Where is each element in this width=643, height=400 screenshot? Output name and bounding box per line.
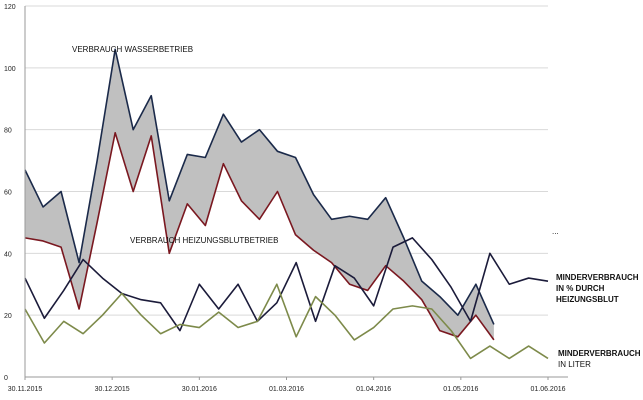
x-tick-label: 30.12.2015 — [95, 386, 130, 393]
legend-percent-line-1: MINDERVERBRAUCH — [556, 273, 639, 282]
y-tick-label: 0 — [4, 375, 8, 382]
series-line-0 — [24, 48, 495, 325]
x-axis-ticks: 30.11.2015 30.12.2015 30.01.2016 01.03.2016… — [8, 386, 566, 393]
annotation-heizungsblutbetrieb: VERBRAUCH HEIZUNGSBLUTBETRIEB — [130, 236, 278, 245]
series-line-2 — [24, 237, 549, 332]
x-tick-label: 01.04.2016 — [356, 386, 391, 393]
difference-band — [25, 49, 494, 340]
y-axis-ticks: 0 20 40 60 80 100 120 — [4, 4, 16, 382]
axes — [24, 6, 568, 380]
legend-percent-line-3: HEIZUNGSBLUT — [556, 295, 619, 304]
y-tick-label: 120 — [4, 4, 16, 11]
y-tick-label: 20 — [4, 313, 12, 320]
y-tick-label: 80 — [4, 128, 12, 135]
y-tick-label: 40 — [4, 251, 12, 258]
x-tick-label: 01.03.2016 — [269, 386, 304, 393]
annotation-wasserbetrieb: VERBRAUCH WASSERBETRIEB — [72, 45, 193, 54]
series-line-3 — [24, 283, 549, 360]
legend-liter-line-1: MINDERVERBRAUCH — [558, 349, 641, 358]
band-area — [25, 49, 494, 340]
chart-annotations: VERBRAUCH WASSERBETRIEB VERBRAUCH HEIZUN… — [72, 45, 641, 369]
x-tick-label: 01.05.2016 — [443, 386, 478, 393]
x-tick-label: 30.01.2016 — [182, 386, 217, 393]
x-tick-label: 01.06.2016 — [530, 386, 565, 393]
x-tick-label: 30.11.2015 — [8, 386, 43, 393]
stray-mark: ... — [552, 227, 559, 236]
y-tick-label: 100 — [4, 66, 16, 73]
series-lines — [24, 48, 549, 360]
legend-liter-line-2: IN LITER — [558, 360, 591, 369]
y-tick-label: 60 — [4, 190, 12, 197]
series-line-1 — [24, 131, 495, 341]
legend-percent-line-2: IN % DURCH — [556, 284, 605, 293]
